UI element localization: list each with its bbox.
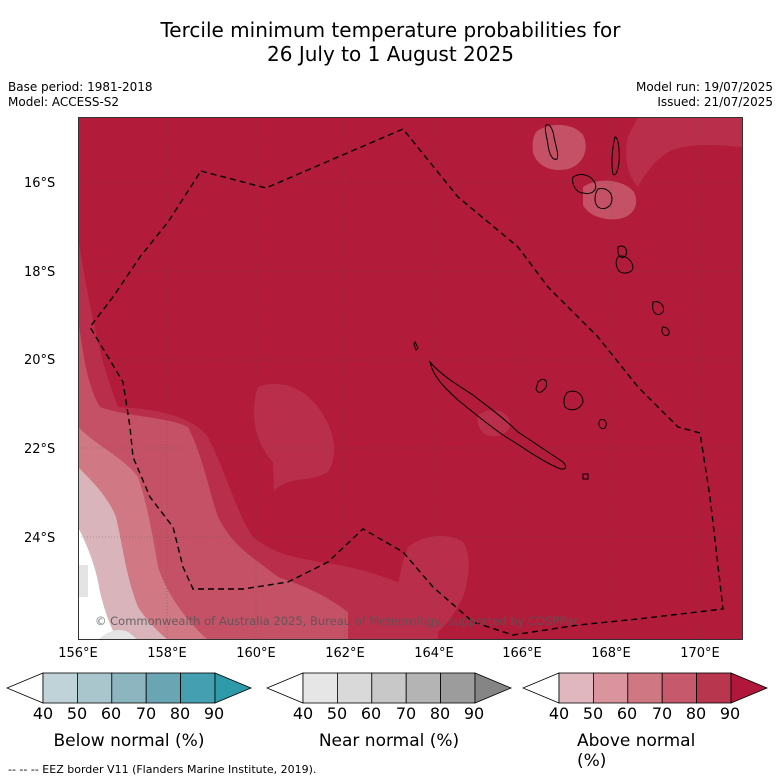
lon-label-170e: 170°E [680, 646, 720, 661]
meta-left: Base period: 1981-2018 Model: ACCESS-S2 [8, 80, 153, 110]
lon-label-160e: 160°E [236, 646, 276, 661]
near-tick-50: 50 [326, 704, 348, 723]
vanuatu-espiritu-santo [572, 174, 597, 194]
vanuatu-erromango [652, 301, 664, 315]
colorbar-above-segments [522, 672, 769, 704]
above-colorbar-segment-1 [558, 672, 594, 704]
above-tick-90: 90 [719, 704, 741, 723]
lon-label-162e: 162°E [325, 646, 365, 661]
colorbar-below-segments [6, 672, 253, 704]
issued-text: Issued: 21/07/2025 [657, 95, 773, 109]
near-tick-70: 70 [395, 704, 417, 723]
colorbar-near-normal [266, 672, 513, 704]
below-tick-80: 80 [169, 704, 191, 723]
near-colorbar-segment-5 [440, 672, 476, 704]
above-80-ne-region [626, 117, 743, 187]
below-colorbar-segment-2 [77, 672, 113, 704]
eez-border [89, 128, 724, 636]
below-tick-40: 40 [32, 704, 54, 723]
map-canvas[interactable]: © Commonwealth of Australia 2025, Bureau… [78, 117, 743, 640]
lat-label-24s: 24°S [24, 531, 56, 546]
lon-label-166e: 166°E [502, 646, 542, 661]
lat-label-22s: 22°S [24, 442, 56, 457]
above-tick-50: 50 [582, 704, 604, 723]
above-colorbar-under-extend [522, 672, 560, 704]
title-line-2: 26 July to 1 August 2025 [267, 42, 514, 66]
above-70-ne-region [532, 124, 586, 171]
lat-label-18s: 18°S [24, 265, 56, 280]
below-tick-50: 50 [66, 704, 88, 723]
map-title: Tercile minimum temperature probabilitie… [0, 18, 781, 66]
above-tick-40: 40 [548, 704, 570, 723]
near-colorbar-under-extend [266, 672, 304, 704]
below-normal-title: Below normal (%) [53, 731, 205, 751]
colorbar-below-normal [6, 672, 253, 704]
above-colorbar-segment-5 [696, 672, 732, 704]
above-normal-title: Above normal (%) [577, 731, 696, 771]
above-tick-80: 80 [685, 704, 707, 723]
model-run-text: Model run: 19/07/2025 [635, 80, 773, 94]
below-colorbar-under-extend [6, 672, 44, 704]
below-colorbar-segment-5 [180, 672, 216, 704]
base-period-text: Base period: 1981-2018 [8, 80, 153, 94]
near-normal-title: Near normal (%) [318, 731, 460, 751]
above-tick-60: 60 [616, 704, 638, 723]
lon-label-164e: 164°E [414, 646, 454, 661]
lon-label-158e: 158°E [147, 646, 187, 661]
below-40-west-region [78, 527, 118, 640]
grid-lines [78, 117, 743, 640]
below-colorbar-segment-4 [145, 672, 181, 704]
ouvea-island [535, 378, 547, 393]
lon-label-156e: 156°E [58, 646, 98, 661]
above-colorbar-over-extend [730, 672, 769, 704]
lon-label-168e: 168°E [591, 646, 631, 661]
near-tick-90: 90 [463, 704, 485, 723]
isle-of-pines [582, 473, 589, 480]
near-tick-60: 60 [360, 704, 382, 723]
ile-surprise [413, 340, 419, 351]
lat-label-20s: 20°S [24, 353, 56, 368]
above-80-south-region [394, 535, 469, 640]
lat-label-16s: 16°S [24, 176, 56, 191]
map-frame [78, 117, 743, 640]
near-tick-40: 40 [292, 704, 314, 723]
colorbar-above-normal [522, 672, 769, 704]
grey-patch-south [98, 629, 138, 640]
colorbar-near-segments [266, 672, 513, 704]
below-colorbar-over-extend [214, 672, 253, 704]
near-colorbar-segment-3 [371, 672, 407, 704]
near-colorbar-over-extend [474, 672, 513, 704]
vanuatu-pentecost [611, 136, 620, 176]
above-80-nc-region [477, 410, 511, 437]
below-tick-90: 90 [203, 704, 225, 723]
title-line-1: Tercile minimum temperature probabilitie… [160, 18, 621, 42]
copyright-notice: © Commonwealth of Australia 2025, Bureau… [95, 614, 579, 628]
below-colorbar-segment-1 [42, 672, 78, 704]
above-70-ne2-region [583, 180, 637, 220]
above-colorbar-segment-3 [627, 672, 663, 704]
below-tick-70: 70 [135, 704, 157, 723]
eez-footer-note: -- -- -- EEZ border V11 (Flanders Marine… [8, 763, 317, 776]
above-colorbar-segment-2 [593, 672, 629, 704]
above-tick-70: 70 [651, 704, 673, 723]
lifou-island [563, 390, 584, 411]
vanuatu-tanna [661, 326, 670, 336]
vanuatu-malekula [594, 188, 613, 210]
near-colorbar-segment-1 [302, 672, 338, 704]
vanuatu-south [615, 255, 634, 274]
vanuatu-efate [617, 245, 627, 259]
near-colorbar-segment-2 [337, 672, 373, 704]
grey-patch [78, 565, 88, 597]
model-text: Model: ACCESS-S2 [8, 95, 120, 109]
above-80-central-region [253, 383, 335, 492]
below-tick-60: 60 [100, 704, 122, 723]
meta-right: Model run: 19/07/2025 Issued: 21/07/2025 [636, 80, 773, 110]
above-colorbar-segment-4 [661, 672, 697, 704]
new-caledonia-island [429, 360, 567, 470]
near-tick-80: 80 [429, 704, 451, 723]
vanuatu-north [544, 124, 559, 160]
near-colorbar-segment-4 [405, 672, 441, 704]
mare-island [598, 419, 607, 429]
below-colorbar-segment-3 [111, 672, 147, 704]
